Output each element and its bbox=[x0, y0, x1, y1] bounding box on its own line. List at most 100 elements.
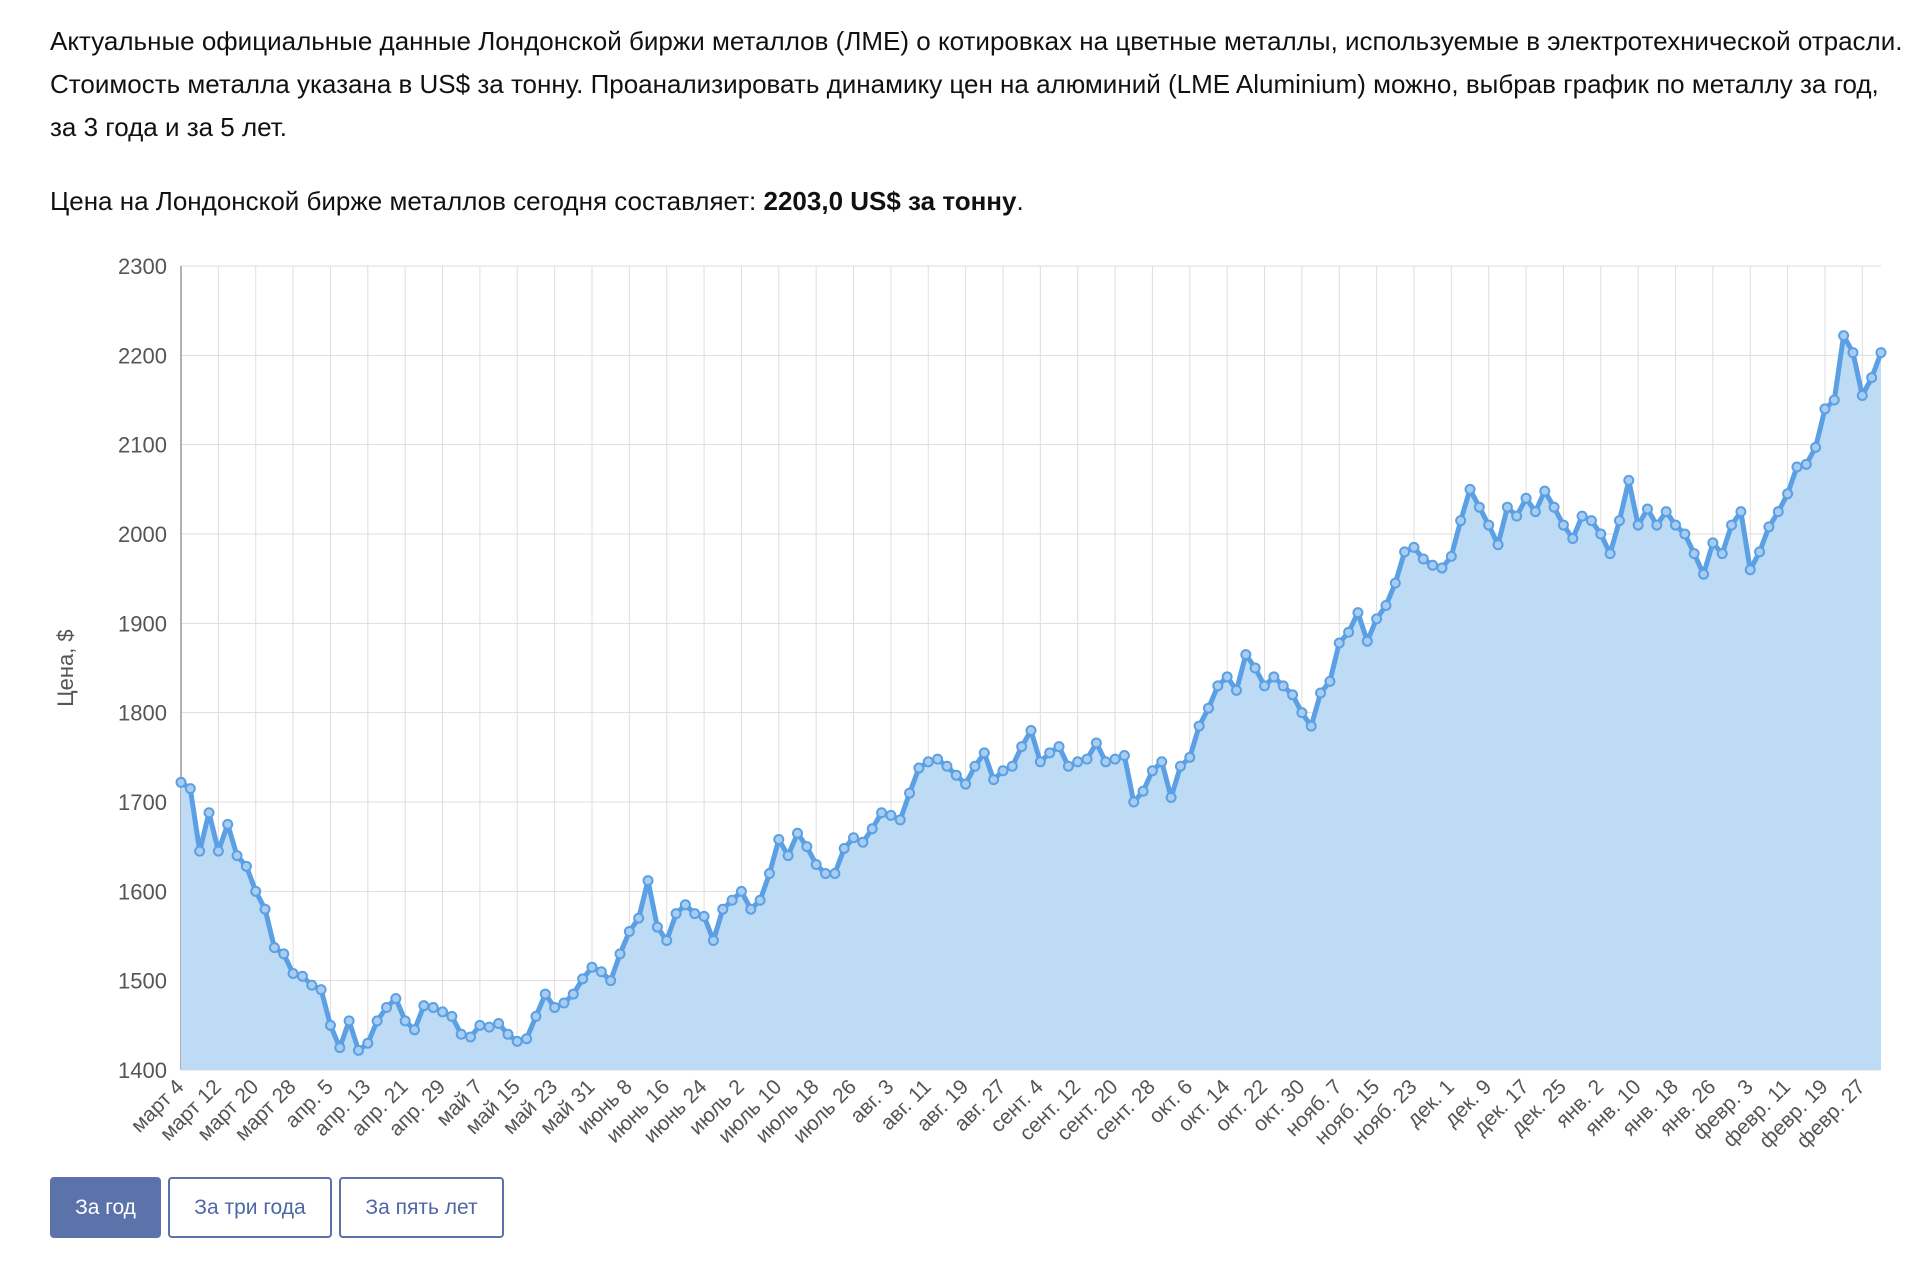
point bbox=[1445, 550, 1457, 562]
point bbox=[287, 968, 299, 980]
point bbox=[483, 1021, 495, 1033]
point bbox=[595, 966, 607, 978]
point bbox=[651, 921, 663, 933]
price-suffix: . bbox=[1016, 186, 1024, 216]
point bbox=[1109, 753, 1121, 765]
point bbox=[1492, 539, 1504, 551]
point bbox=[1184, 751, 1196, 763]
point bbox=[577, 973, 589, 985]
point bbox=[1557, 519, 1569, 531]
point bbox=[1716, 548, 1728, 560]
y-tick-label: 2300 bbox=[118, 254, 167, 279]
point bbox=[437, 1006, 449, 1018]
price-prefix: Цена на Лондонской бирже металлов сегодн… bbox=[50, 186, 764, 216]
point bbox=[1137, 785, 1149, 797]
point bbox=[1511, 510, 1523, 522]
point bbox=[642, 875, 654, 887]
point bbox=[427, 1001, 439, 1013]
point bbox=[1305, 720, 1317, 732]
price-line: Цена на Лондонской бирже металлов сегодн… bbox=[50, 180, 1024, 223]
point bbox=[623, 926, 635, 938]
point bbox=[1651, 519, 1663, 531]
point bbox=[810, 859, 822, 871]
point bbox=[315, 984, 327, 996]
point bbox=[1548, 501, 1560, 513]
point bbox=[1315, 687, 1327, 699]
point bbox=[240, 860, 252, 872]
five-year-button[interactable]: За пять лет bbox=[339, 1177, 504, 1238]
point bbox=[586, 961, 598, 973]
point bbox=[838, 842, 850, 854]
point bbox=[493, 1018, 505, 1030]
point bbox=[1455, 515, 1467, 527]
point bbox=[1828, 394, 1840, 406]
point bbox=[1053, 741, 1065, 753]
point bbox=[222, 818, 234, 830]
point bbox=[175, 776, 187, 788]
point bbox=[1726, 519, 1738, 531]
point bbox=[1847, 347, 1859, 359]
point bbox=[362, 1037, 374, 1049]
point bbox=[1539, 485, 1551, 497]
y-tick-label: 1800 bbox=[118, 701, 167, 726]
point bbox=[1417, 553, 1429, 565]
point bbox=[1408, 541, 1420, 553]
point bbox=[194, 845, 206, 857]
three-year-button[interactable]: За три года bbox=[168, 1177, 332, 1238]
point bbox=[679, 899, 691, 911]
point bbox=[1044, 747, 1056, 759]
point bbox=[1090, 737, 1102, 749]
point bbox=[848, 832, 860, 844]
point bbox=[1623, 474, 1635, 486]
point bbox=[754, 894, 766, 906]
point bbox=[446, 1010, 458, 1022]
point bbox=[1212, 680, 1224, 692]
point bbox=[1343, 626, 1355, 638]
point bbox=[1632, 519, 1644, 531]
point bbox=[866, 823, 878, 835]
point bbox=[1473, 501, 1485, 513]
point bbox=[1296, 707, 1308, 719]
point bbox=[1679, 528, 1691, 540]
point bbox=[1249, 662, 1261, 674]
year-button[interactable]: За год bbox=[50, 1177, 161, 1238]
point bbox=[717, 903, 729, 915]
point bbox=[689, 908, 701, 920]
point bbox=[1595, 528, 1607, 540]
point bbox=[1025, 725, 1037, 737]
point bbox=[614, 948, 626, 960]
point bbox=[1361, 635, 1373, 647]
y-axis-title: Цена, $ bbox=[53, 629, 78, 706]
point bbox=[1464, 483, 1476, 495]
point bbox=[829, 867, 841, 879]
point bbox=[184, 783, 196, 795]
point bbox=[268, 942, 280, 954]
point bbox=[380, 1001, 392, 1013]
point bbox=[539, 988, 551, 1000]
point bbox=[1763, 521, 1775, 533]
point bbox=[1259, 680, 1271, 692]
y-tick-label: 2200 bbox=[118, 343, 167, 368]
chart: 1400 1500 1600 1700 1800 1900 2000 2100 2200 2300… bbox=[53, 254, 1887, 1153]
point bbox=[511, 1035, 523, 1047]
point bbox=[960, 778, 972, 790]
area bbox=[181, 335, 1881, 1070]
y-tick-label: 1900 bbox=[118, 611, 167, 636]
point bbox=[791, 827, 803, 839]
point bbox=[1698, 568, 1710, 580]
point bbox=[1875, 347, 1887, 359]
point bbox=[857, 836, 869, 848]
point bbox=[932, 753, 944, 765]
point bbox=[1772, 506, 1784, 518]
intro-text: Актуальные официальные данные Лондонской… bbox=[50, 26, 1903, 142]
point bbox=[390, 993, 402, 1005]
point bbox=[231, 850, 243, 862]
point bbox=[296, 970, 308, 982]
point bbox=[763, 867, 775, 879]
point bbox=[1034, 756, 1046, 768]
point bbox=[707, 934, 719, 946]
point bbox=[1324, 675, 1336, 687]
point bbox=[352, 1044, 364, 1056]
point bbox=[455, 1028, 467, 1040]
point bbox=[1006, 760, 1018, 772]
